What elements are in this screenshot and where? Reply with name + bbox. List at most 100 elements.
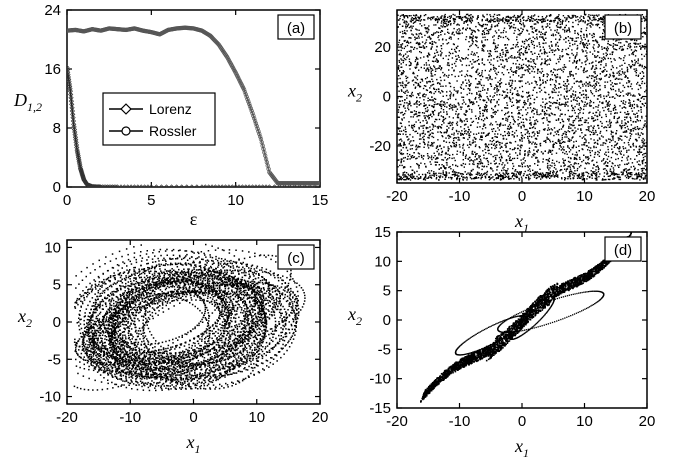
data-point [548,169,550,171]
data-point [552,33,554,35]
data-point [451,124,453,126]
data-point [517,116,520,118]
data-point [597,106,599,108]
data-point [470,82,472,85]
data-point [584,167,586,170]
data-point [543,62,546,65]
data-point [582,90,584,92]
data-point [476,69,478,72]
data-point [495,136,498,138]
data-point [464,163,467,165]
data-point [519,153,521,156]
data-point [609,178,611,181]
data-point [639,106,642,108]
data-point [423,19,426,21]
data-point [594,119,597,121]
data-point [466,133,468,135]
data-point [480,162,482,164]
data-point [505,94,507,97]
data-point [544,174,546,176]
data-point [416,163,418,165]
data-point [473,163,475,166]
data-point [491,177,493,179]
data-point [622,171,624,173]
data-point [460,60,462,62]
data-point [605,154,607,156]
data-point [428,25,430,27]
data-point [576,60,578,62]
data-point [491,116,493,119]
data-point [560,146,562,148]
data-point [415,158,417,160]
data-point [431,46,433,48]
data-point [576,52,578,54]
data-point [622,90,624,92]
data-point [597,124,600,127]
data-point [242,89,248,95]
data-point [434,101,436,103]
data-point [480,96,482,98]
data-point [589,51,591,53]
data-point [397,97,399,99]
data-point [419,135,421,137]
data-point [580,177,582,179]
data-point [492,170,494,172]
data-point [534,80,536,82]
data-point [505,175,507,178]
data-point [409,148,412,150]
data-point [492,42,495,45]
data-point [419,51,421,53]
data-point [494,135,496,138]
data-point [589,102,591,104]
data-point [471,18,473,20]
data-point [440,17,443,19]
data-point [614,141,616,143]
data-point [415,111,417,113]
data-point [516,171,518,173]
data-point [415,17,417,19]
data-point [564,102,567,104]
data-point [413,175,415,178]
data-point [563,68,565,71]
data-point [407,55,409,57]
data-point [640,132,643,134]
data-point [421,25,423,27]
data-point [418,128,420,130]
data-point [519,174,521,176]
data-point [411,80,414,82]
data-point [496,46,499,49]
data-point [529,116,531,119]
data-point [425,127,428,130]
data-point [451,57,454,59]
data-point [643,45,645,47]
data-point [612,51,614,53]
data-point [626,70,629,73]
data-point [499,83,501,85]
data-point [427,109,429,111]
data-point [467,172,469,174]
y-tick-label: 0 [53,179,61,196]
data-point [419,32,422,34]
data-point [592,172,594,174]
data-point [538,42,540,44]
data-point [434,98,437,100]
data-point [448,127,450,129]
data-point [612,96,614,98]
data-point [456,153,458,155]
data-point [509,56,511,58]
data-point [446,128,448,131]
data-point [398,59,400,62]
data-point [501,177,504,179]
data-point [482,25,484,27]
data-point [480,74,483,76]
data-point [582,70,585,72]
data-point [507,116,510,118]
data-point [577,33,580,36]
data-point [569,17,572,19]
data-point [421,46,423,48]
data-point [500,32,502,34]
data-point [543,42,545,45]
data-point [634,174,636,176]
data-point [500,36,502,38]
data-point [456,32,458,35]
